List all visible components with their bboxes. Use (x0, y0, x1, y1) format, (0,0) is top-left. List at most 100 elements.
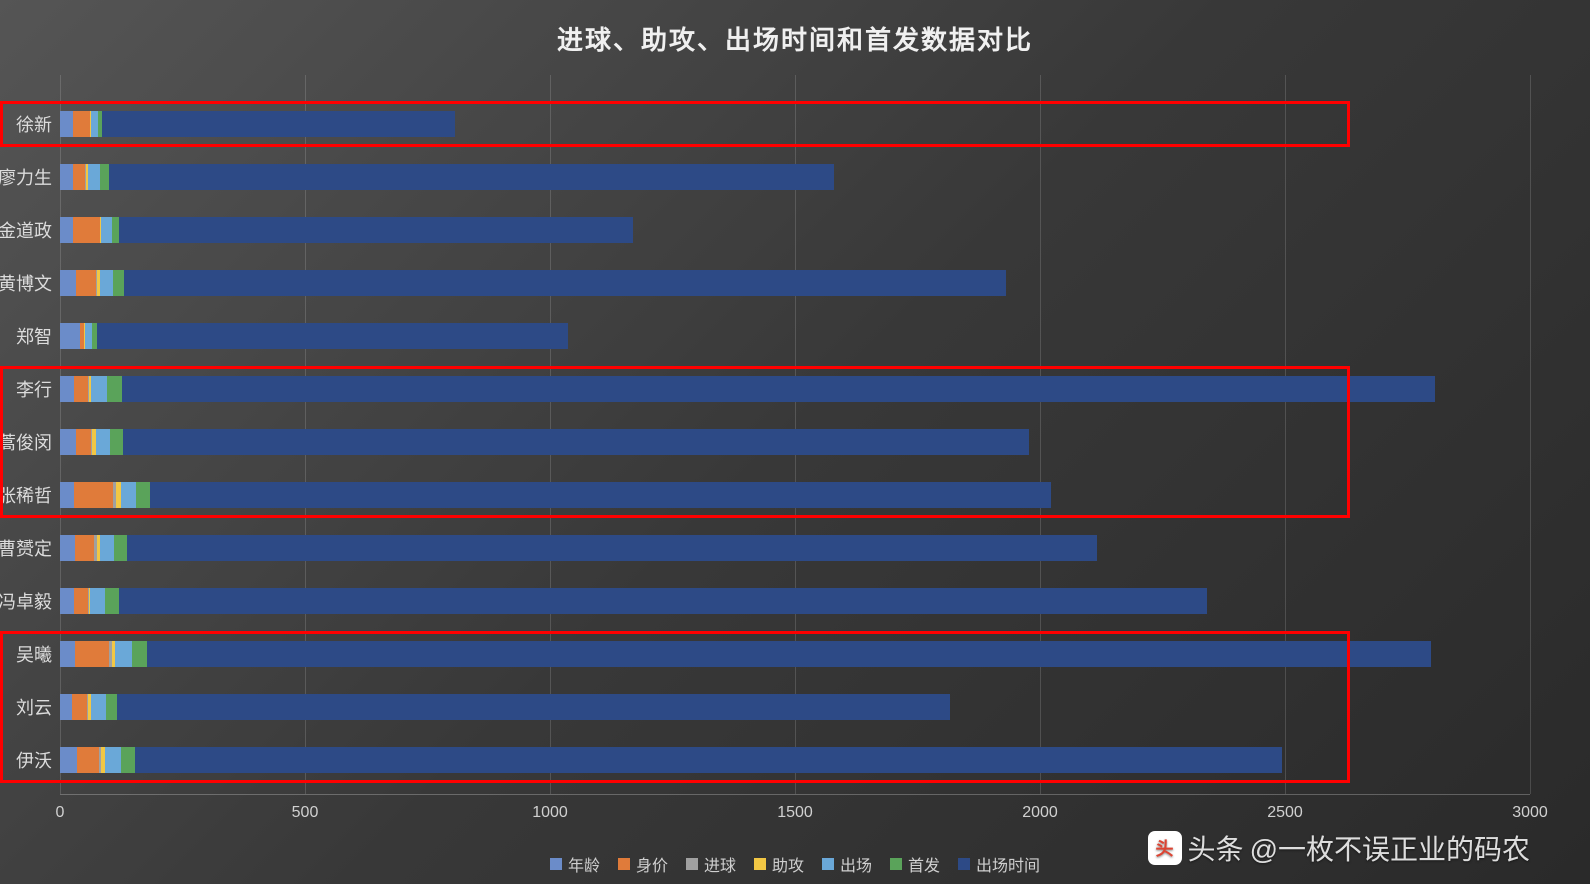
bar-segment-starts (105, 588, 119, 614)
chart-title: 进球、助攻、出场时间和首发数据对比 (60, 20, 1530, 57)
legend-swatch (822, 858, 834, 870)
bar-segment-age (60, 641, 75, 667)
bar-row (60, 217, 633, 243)
bar-segment-starts (114, 535, 127, 561)
y-axis-label: 吴曦 (16, 641, 52, 667)
bar-segment-age (60, 217, 73, 243)
bar-segment-apps (91, 376, 107, 402)
bar-segment-age (60, 482, 74, 508)
bars-layer (60, 75, 1530, 794)
bar-segment-value (75, 535, 95, 561)
bar-segment-value (73, 111, 90, 137)
bar-segment-value (74, 588, 89, 614)
bar-row (60, 694, 950, 720)
bar-segment-minutes (122, 376, 1435, 402)
y-axis-label: 金道政 (0, 217, 52, 243)
bar-segment-minutes (102, 111, 455, 137)
legend-label: 出场 (840, 852, 872, 876)
bar-segment-minutes (124, 270, 1006, 296)
bar-segment-minutes (117, 694, 950, 720)
bar-segment-starts (100, 164, 109, 190)
bar-segment-value (77, 747, 99, 773)
bar-row (60, 482, 1051, 508)
bar-segment-value (76, 429, 91, 455)
bar-segment-apps (105, 747, 121, 773)
bar-row (60, 270, 1006, 296)
legend-label: 年龄 (568, 852, 600, 876)
legend-swatch (958, 858, 970, 870)
legend-item: 首发 (890, 852, 940, 876)
bar-segment-apps (96, 429, 110, 455)
bar-segment-apps (121, 482, 136, 508)
bar-segment-minutes (147, 641, 1431, 667)
plot-area: 050010001500200025003000 徐新廖力生金道政黄博文郑智李行… (60, 75, 1530, 795)
legend-label: 身价 (636, 852, 668, 876)
legend-item: 出场时间 (958, 852, 1040, 876)
legend-item: 进球 (686, 852, 736, 876)
bar-row (60, 429, 1029, 455)
bar-segment-starts (112, 217, 119, 243)
x-tick-label: 1500 (777, 804, 813, 822)
y-axis-labels: 徐新廖力生金道政黄博文郑智李行蒿俊闵张稀哲曹赟定冯卓毅吴曦刘云伊沃 (6, 75, 60, 794)
y-axis-label: 曹赟定 (0, 535, 52, 561)
legend-label: 首发 (908, 852, 940, 876)
legend-swatch (890, 858, 902, 870)
bar-segment-minutes (109, 164, 834, 190)
bar-segment-age (60, 270, 76, 296)
y-axis-label: 蒿俊闵 (0, 429, 52, 455)
legend-swatch (754, 858, 766, 870)
bar-segment-age (60, 323, 80, 349)
bar-row (60, 588, 1207, 614)
bar-segment-age (60, 694, 72, 720)
bar-segment-minutes (135, 747, 1282, 773)
chart-container: 进球、助攻、出场时间和首发数据对比 0500100015002000250030… (0, 0, 1590, 884)
bar-segment-apps (88, 164, 100, 190)
bar-segment-value (76, 270, 96, 296)
legend-item: 助攻 (754, 852, 804, 876)
legend-swatch (550, 858, 562, 870)
bar-segment-apps (100, 270, 114, 296)
bar-segment-apps (101, 217, 112, 243)
bar-segment-starts (136, 482, 150, 508)
legend-label: 助攻 (772, 852, 804, 876)
y-axis-label: 冯卓毅 (0, 588, 52, 614)
gridline (1530, 75, 1531, 794)
bar-segment-starts (121, 747, 136, 773)
y-axis-label: 郑智 (16, 323, 52, 349)
bar-segment-minutes (123, 429, 1030, 455)
legend-item: 身价 (618, 852, 668, 876)
y-axis-label: 伊沃 (16, 747, 52, 773)
bar-segment-apps (91, 694, 106, 720)
y-axis-label: 黄博文 (0, 270, 52, 296)
y-axis-label: 刘云 (16, 694, 52, 720)
bar-segment-apps (90, 588, 105, 614)
bar-segment-apps (91, 111, 98, 137)
y-axis-label: 李行 (16, 376, 52, 402)
bar-segment-starts (110, 429, 123, 455)
bar-segment-value (73, 217, 100, 243)
legend-label: 出场时间 (976, 852, 1040, 876)
bar-segment-minutes (97, 323, 567, 349)
bar-segment-value (74, 376, 89, 402)
bar-segment-minutes (150, 482, 1052, 508)
bar-row (60, 111, 455, 137)
watermark-text: @一枚不误正业的码农 (1250, 828, 1530, 868)
bar-segment-age (60, 164, 73, 190)
legend-swatch (686, 858, 698, 870)
legend-item: 年龄 (550, 852, 600, 876)
bar-row (60, 376, 1435, 402)
bar-segment-minutes (119, 217, 634, 243)
y-axis-label: 张稀哲 (0, 482, 52, 508)
bar-segment-value (75, 641, 109, 667)
bar-segment-age (60, 429, 76, 455)
bar-row (60, 323, 568, 349)
x-tick-label: 1000 (532, 804, 568, 822)
watermark-prefix: 头条 (1188, 828, 1244, 868)
bar-segment-age (60, 111, 73, 137)
bar-row (60, 164, 834, 190)
y-axis-label: 廖力生 (0, 164, 52, 190)
bar-segment-starts (132, 641, 148, 667)
bar-segment-minutes (119, 588, 1207, 614)
bar-row (60, 535, 1097, 561)
bar-segment-age (60, 376, 74, 402)
